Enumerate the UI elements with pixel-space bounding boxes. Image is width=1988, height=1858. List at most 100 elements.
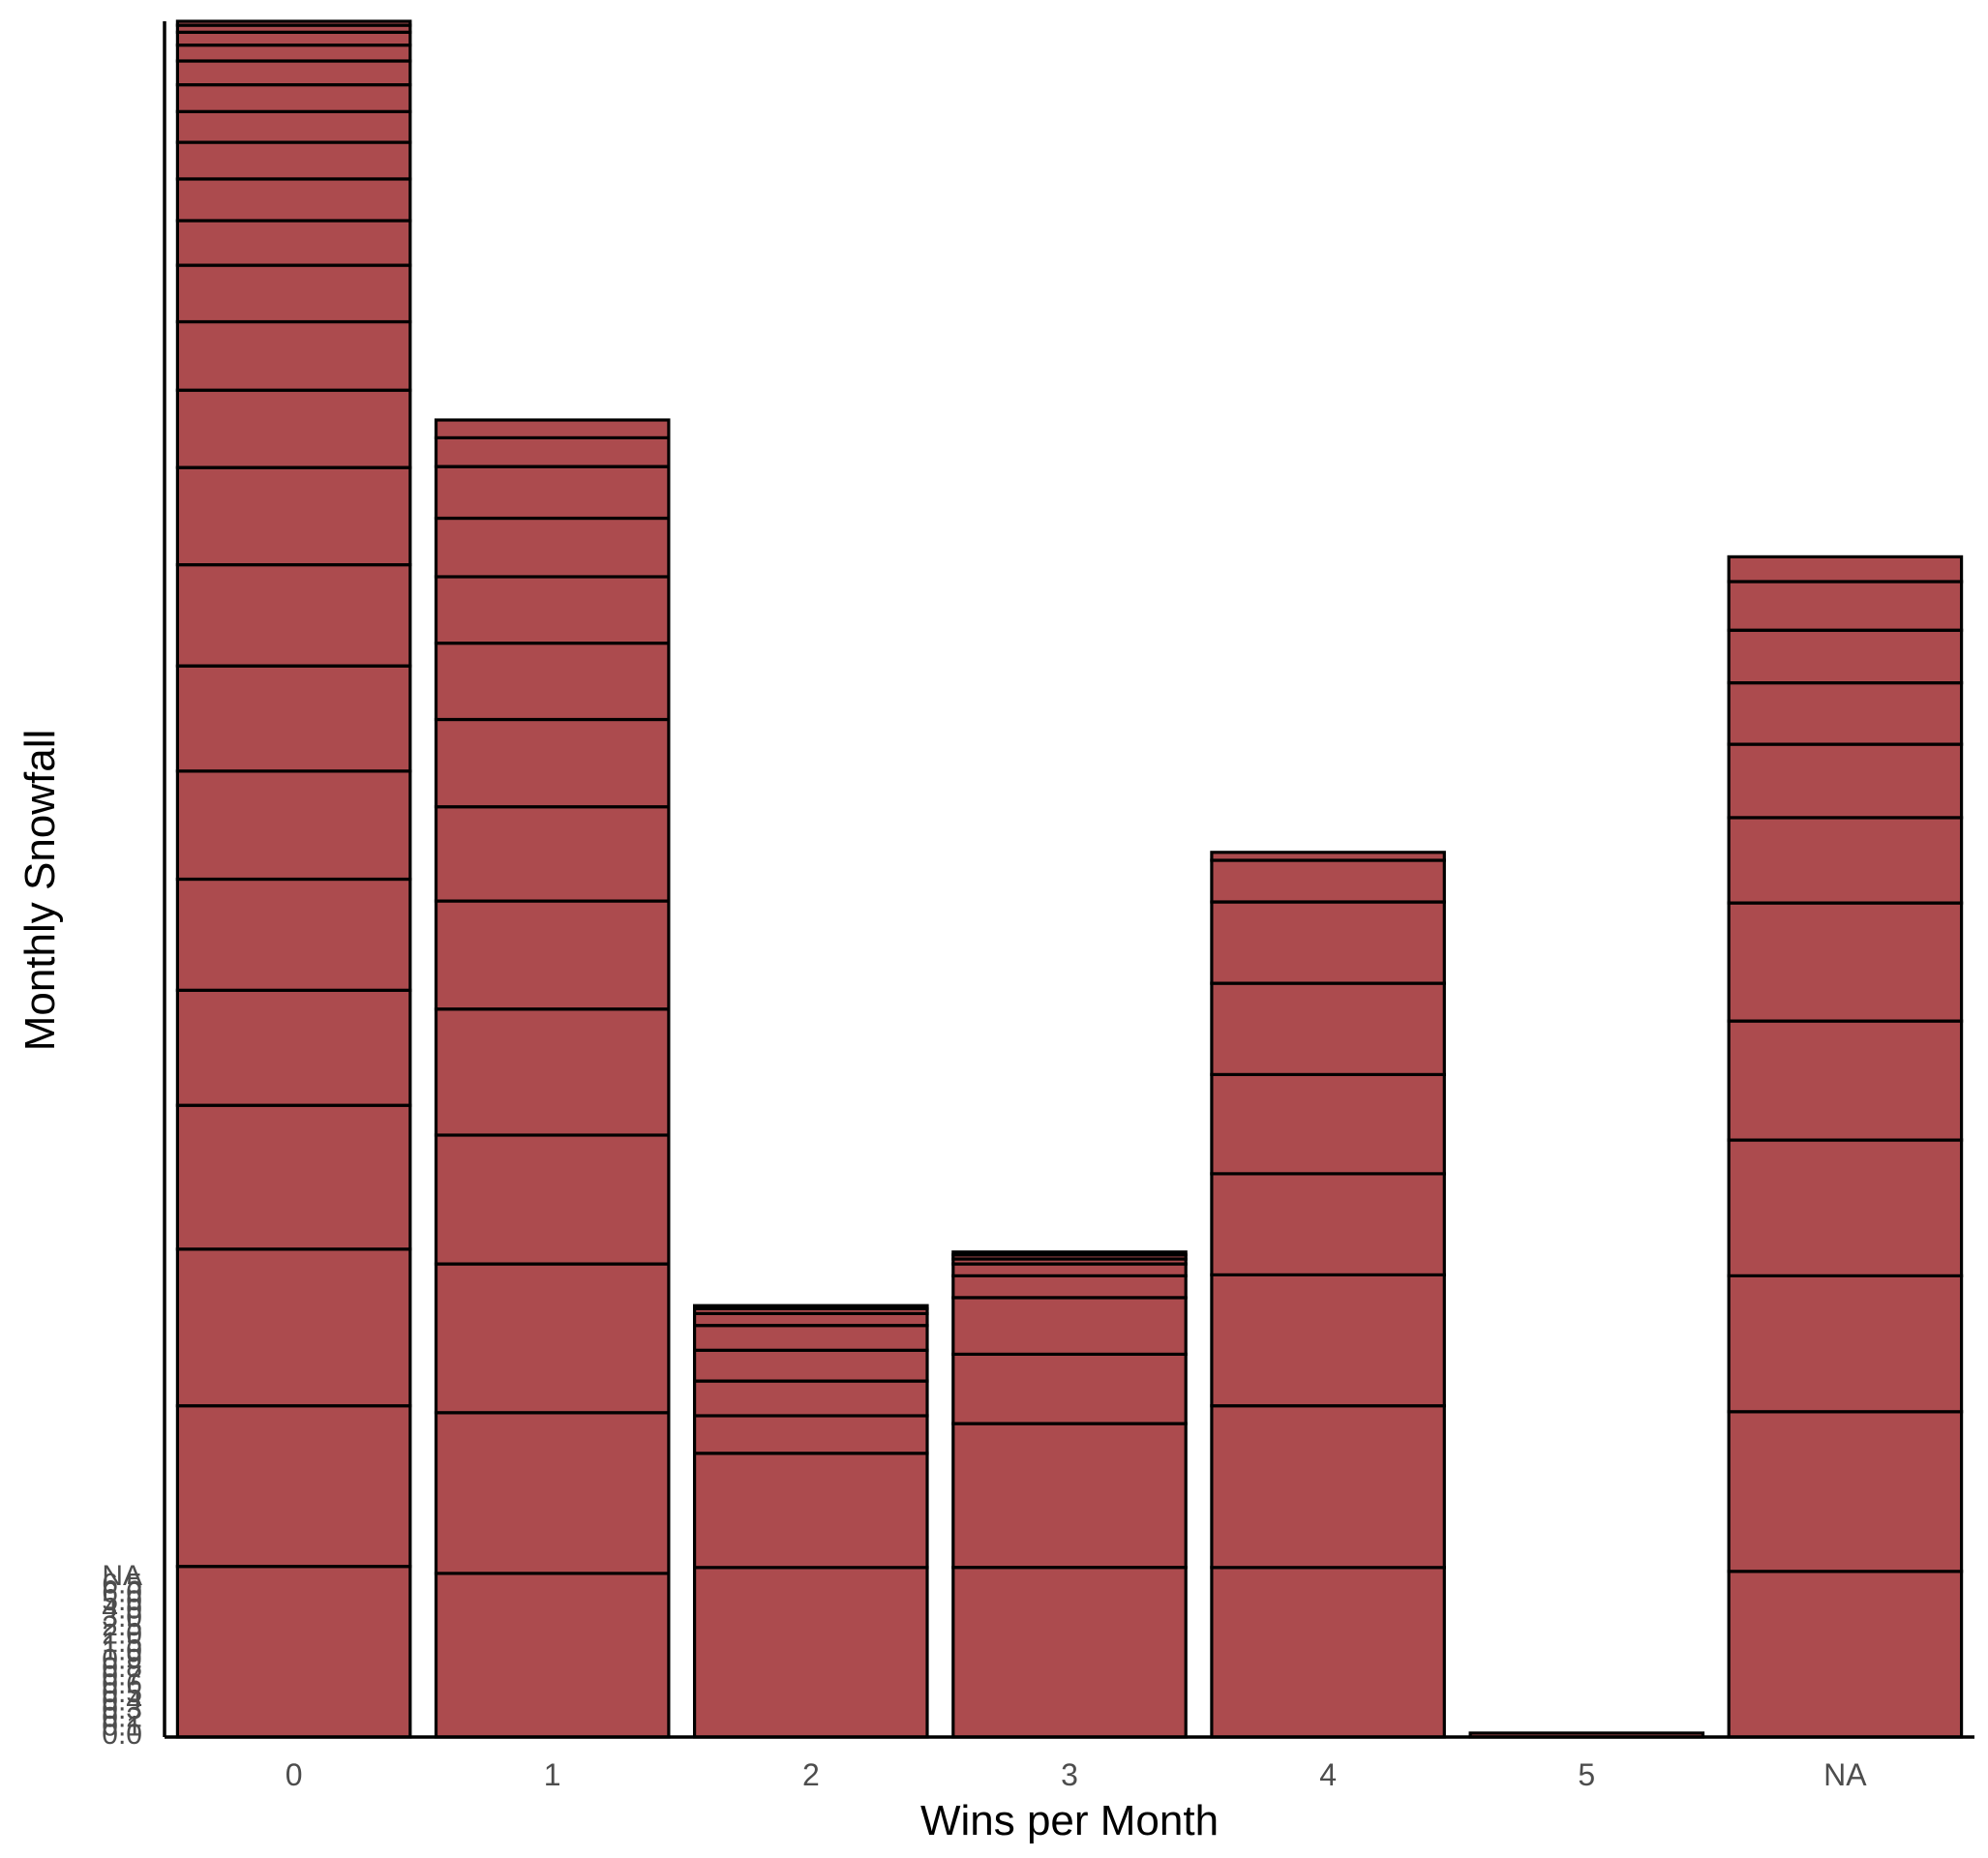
bar-segment-0-7 [175, 769, 412, 882]
y-tick-label: 0.5 [102, 1677, 142, 1709]
y-tick-labels: 0.00.10.20.30.40.50.60.70.80.91.01.52.02… [102, 1560, 142, 1751]
bar-segment-1-1 [434, 1572, 671, 1739]
bar-segment-3-9 [951, 1250, 1188, 1257]
bar-segment-0-20 [175, 43, 412, 63]
bar-segment-2-1 [692, 1566, 929, 1739]
y-tick-label: 2.0 [102, 1618, 142, 1650]
bar-segment-0-11 [175, 388, 412, 469]
bar-segment-3-5 [951, 1274, 1188, 1300]
bar-segment-1-4 [434, 1133, 671, 1266]
bar-segment-2-7 [692, 1311, 929, 1328]
bar-segment-NA-9 [1727, 680, 1964, 746]
x-tick-label-1: 1 [544, 1757, 561, 1792]
bar-segment-NA-7 [1727, 816, 1964, 905]
bar-segment-0-10 [175, 465, 412, 567]
bar-segment-NA-10 [1727, 628, 1964, 685]
bar-segment-0-8 [175, 664, 412, 773]
bar-segment-1-11 [434, 516, 671, 579]
bar-segment-4-3 [1210, 1273, 1446, 1408]
bar-segment-3-6 [951, 1262, 1188, 1277]
y-tick-label: 1.5 [102, 1627, 142, 1659]
bar-segment-2-3 [692, 1414, 929, 1455]
bar-segment-1-7 [434, 805, 671, 903]
bar-segment-1-6 [434, 899, 671, 1011]
bar-segment-1-5 [434, 1007, 671, 1137]
bar-segment-3-1 [951, 1566, 1188, 1739]
y-tick-label: 6.5 [102, 1569, 142, 1601]
x-tick-labels: 0 1 2 3 4 5 NA [286, 1757, 1868, 1792]
bar-segment-4-8 [1210, 858, 1446, 904]
x-tick-label-0: 0 [286, 1757, 303, 1792]
bar-segment-NA-4 [1727, 1138, 1964, 1277]
bar-segment-NA-6 [1727, 901, 1964, 1023]
bar-segment-0-17 [175, 109, 412, 144]
bar-segment-0-3 [175, 1247, 412, 1408]
bar-segment-NA-5 [1727, 1019, 1964, 1142]
y-tick-label: 2.5 [102, 1610, 142, 1642]
bar-segment-1-2 [434, 1411, 671, 1575]
bar-segment-2-6 [692, 1324, 929, 1352]
y-tick-label: 0.3 [102, 1693, 142, 1725]
bar-segment-4-2 [1210, 1404, 1446, 1570]
bar-segment-0-9 [175, 562, 412, 668]
y-tick-label: 0.6 [102, 1668, 142, 1700]
x-tick-label-NA: NA [1823, 1757, 1867, 1792]
y-tick-label: 4.0 [102, 1594, 142, 1626]
bar-segment-1-13 [434, 435, 671, 468]
bar-segment-4-1 [1210, 1566, 1446, 1739]
bar-segment-2-5 [692, 1348, 929, 1383]
y-tick-label: 6.0 [102, 1576, 142, 1608]
bar-segment-4-9 [1210, 851, 1446, 862]
bar-segment-0-5 [175, 988, 412, 1107]
bar-segment-NA-3 [1727, 1274, 1964, 1414]
y-tick-label: 0.8 [102, 1652, 142, 1684]
bar-segment-0-23 [175, 19, 412, 27]
bar-segment-0-1 [175, 1565, 412, 1739]
bar-segment-3-3 [951, 1352, 1188, 1425]
bar-segment-0-14 [175, 219, 412, 267]
bar-segment-0-12 [175, 319, 412, 392]
bar-segment-0-16 [175, 140, 412, 181]
y-tick-label: 0.1 [102, 1710, 142, 1742]
bar-segment-1-12 [434, 464, 671, 521]
bar-segment-4-5 [1210, 1072, 1446, 1176]
y-tick-label: 3.0 [102, 1602, 142, 1633]
y-tick-label: 0.2 [102, 1702, 142, 1734]
bar-segment-0-6 [175, 877, 412, 992]
bar-segment-2-4 [692, 1379, 929, 1418]
y-tick-label: 0.7 [102, 1661, 142, 1693]
bar-segment-NA-11 [1727, 580, 1964, 632]
bars-layer [175, 19, 1964, 1739]
bar-segment-0-13 [175, 263, 412, 324]
y-tick-label: 0.0 [102, 1719, 142, 1751]
bar-segment-4-6 [1210, 981, 1446, 1076]
bar-segment-NA-1 [1727, 1570, 1964, 1739]
y-tick-label: 5.0 [102, 1585, 142, 1617]
y-axis-title: Monthly Snowfall [16, 730, 64, 1052]
bar-segment-NA-12 [1727, 554, 1964, 584]
x-tick-label-2: 2 [802, 1757, 820, 1792]
bar-segment-1-9 [434, 641, 671, 722]
y-tick-label: 1.0 [102, 1635, 142, 1667]
bar-segment-0-15 [175, 177, 412, 223]
bar-segment-3-2 [951, 1422, 1188, 1570]
bar-segment-4-4 [1210, 1172, 1446, 1277]
bar-segment-1-10 [434, 575, 671, 645]
x-tick-label-3: 3 [1061, 1757, 1078, 1792]
bar-segment-1-8 [434, 717, 671, 809]
bar-segment-0-21 [175, 30, 412, 47]
x-tick-label-5: 5 [1578, 1757, 1595, 1792]
bar-segment-0-2 [175, 1404, 412, 1569]
bar-segment-0-4 [175, 1103, 412, 1251]
x-tick-label-4: 4 [1319, 1757, 1337, 1792]
bar-segment-1-3 [434, 1262, 671, 1415]
y-tick-label: 0.9 [102, 1643, 142, 1675]
bar-segment-1-14 [434, 418, 671, 439]
bar-segment-2-9 [692, 1304, 929, 1310]
y-tick-label: NA [102, 1560, 142, 1592]
bar-segment-NA-8 [1727, 742, 1964, 820]
bar-segment-0-19 [175, 59, 412, 87]
bar-segment-0-18 [175, 82, 412, 113]
bar-segment-2-2 [692, 1452, 929, 1570]
